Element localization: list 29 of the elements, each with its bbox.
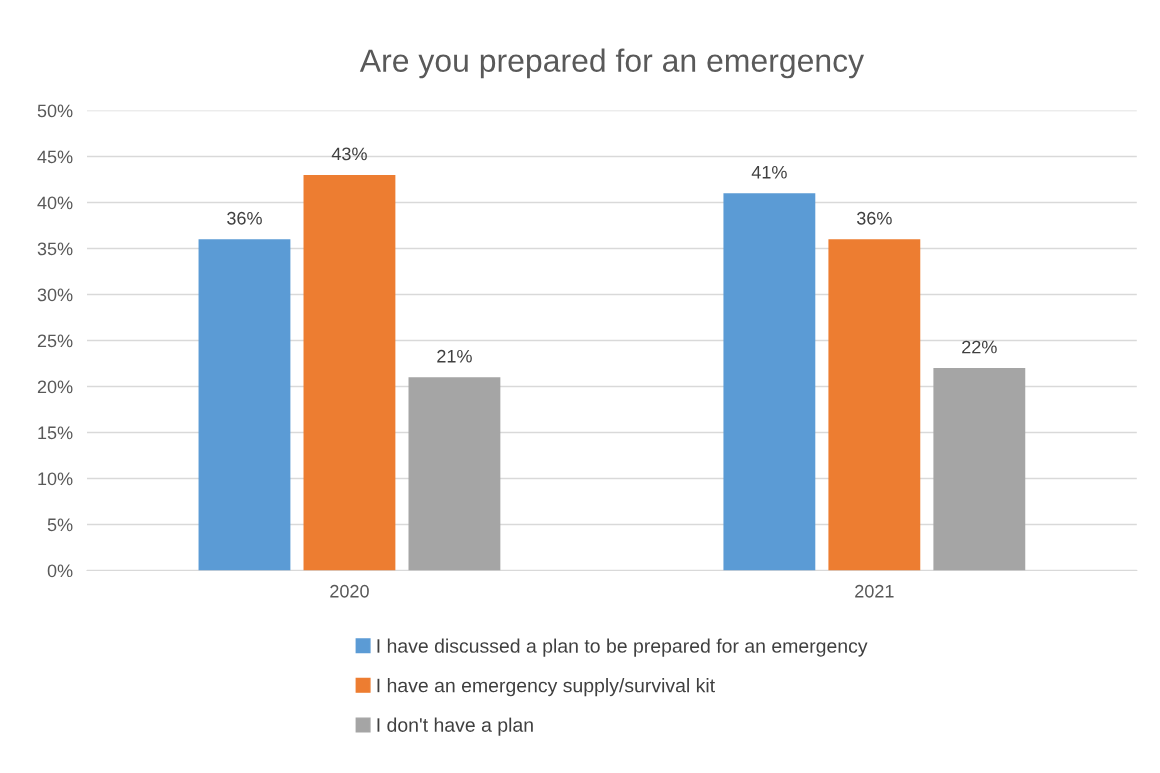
y-tick-label: 45% [37,150,73,164]
x-tick-label: 2020 [330,584,369,598]
bar [933,368,1026,571]
y-tick-label: 15% [38,426,73,440]
y-tick-label: 5% [47,518,73,532]
bar [723,193,816,571]
data-label: 22% [962,340,997,354]
bar [408,377,501,571]
bar [303,174,396,571]
data-label: 43% [331,147,367,161]
chart-title: Are you prepared for an emergency [359,48,865,79]
legend-label: I don't have a plan [377,717,533,736]
y-tick-label: 0% [47,564,73,578]
y-tick-label: 35% [37,242,73,256]
legend-label: I have discussed a plan to be prepared for an emergency [377,638,868,657]
data-label: 36% [856,211,892,225]
y-tick-label: 10% [38,472,73,486]
x-tick-label: 2021 [855,584,894,598]
y-tick-label: 50% [37,104,73,118]
y-tick-label: 30% [37,288,73,302]
y-tick-label: 40% [37,196,73,210]
bar [828,239,921,571]
data-label: 41% [751,165,787,179]
legend-label: I have an emergency supply/survival kit [377,678,715,697]
data-label: 36% [227,211,262,225]
bar [198,239,291,571]
y-tick-label: 20% [37,380,73,394]
y-tick-label: 25% [37,334,73,348]
data-label: 21% [437,349,472,363]
